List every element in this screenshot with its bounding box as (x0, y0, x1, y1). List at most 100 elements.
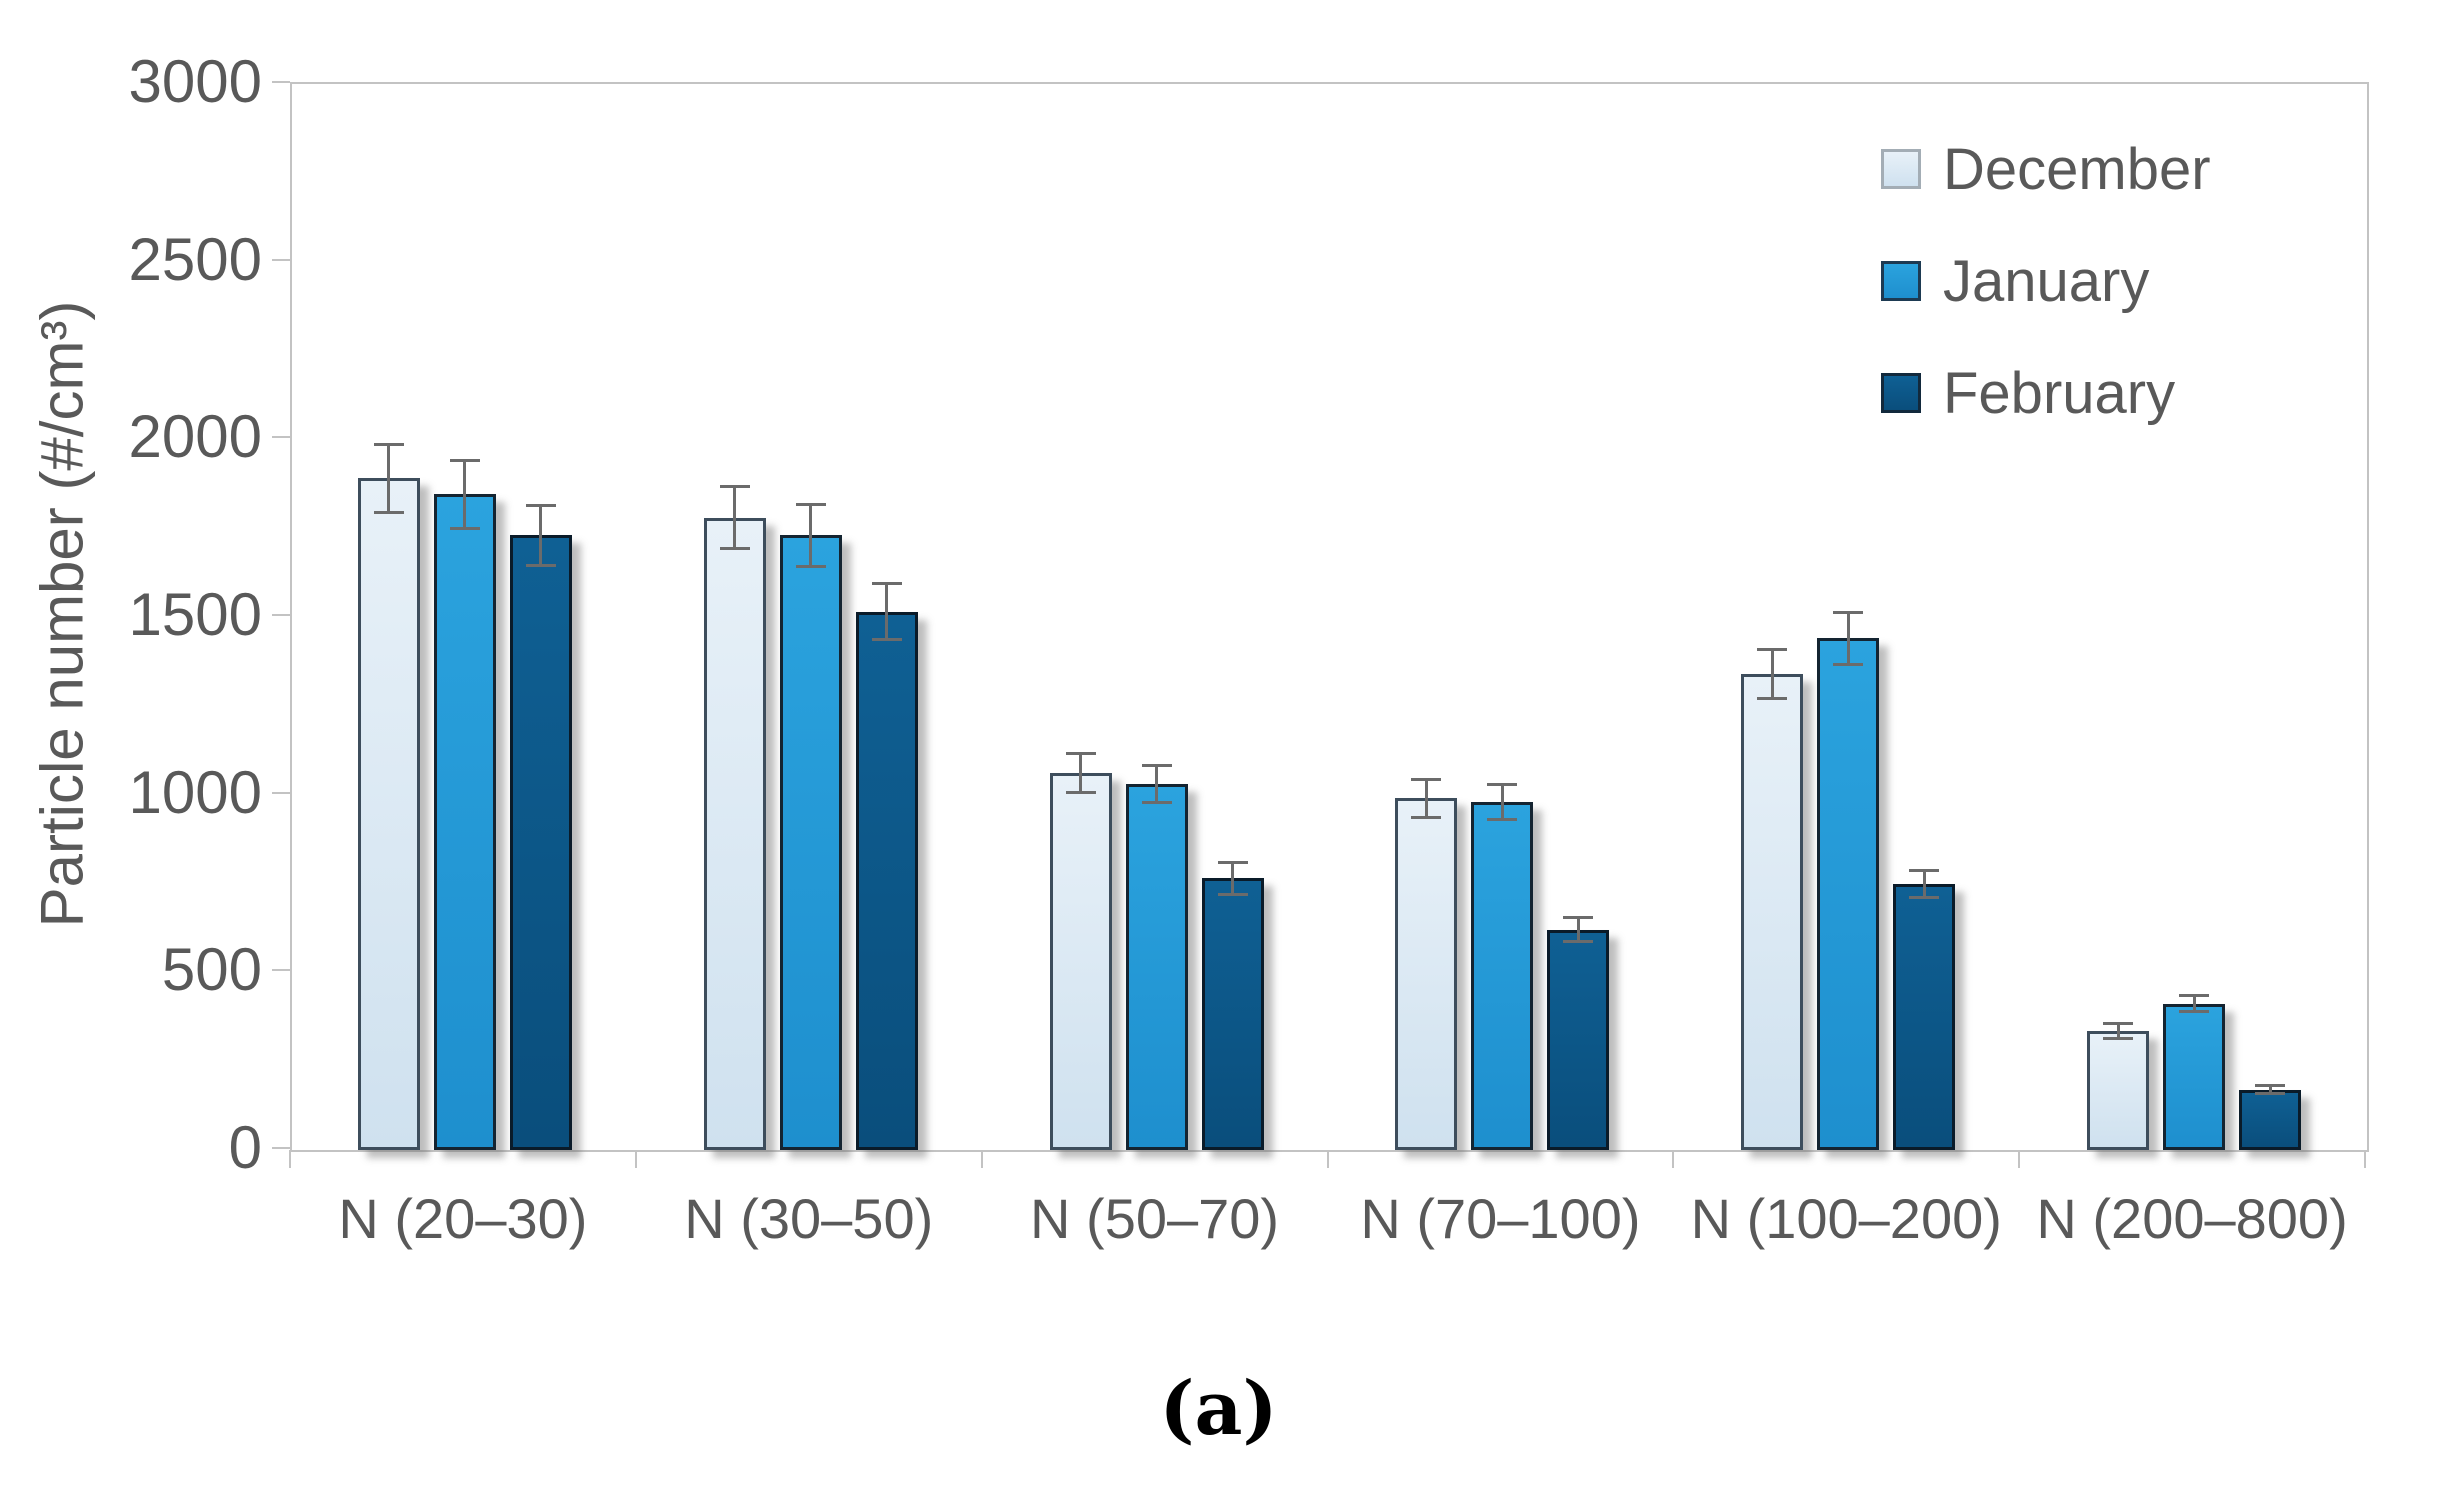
error-cap-top-february-n-200-800 (2255, 1083, 2286, 1087)
error-cap-bottom-february-n-30-50 (871, 637, 902, 641)
legend-label-february: February (1943, 360, 2176, 426)
y-tick-mark-1000 (272, 791, 290, 794)
error-bar-december-n-70-100 (1424, 779, 1428, 818)
error-cap-top-december-n-200-800 (2103, 1022, 2134, 1026)
error-bar-january-n-70-100 (1500, 784, 1504, 820)
y-tick-label-3000: 3000 (128, 48, 262, 115)
error-cap-top-december-n-30-50 (719, 484, 750, 488)
error-cap-bottom-january-n-70-100 (1487, 818, 1518, 822)
legend-label-december: December (1943, 136, 2211, 202)
y-tick-label-500: 500 (161, 936, 262, 1004)
bar-february-n-200-800 (2239, 1089, 2302, 1150)
bar-december-n-50-70 (1049, 773, 1112, 1150)
error-bar-february-n-70-100 (1576, 917, 1580, 942)
error-cap-bottom-february-n-100-200 (1909, 895, 1940, 899)
legend-item-january: January (1881, 249, 2211, 314)
error-cap-top-february-n-20-30 (525, 503, 556, 507)
error-cap-top-december-n-70-100 (1411, 777, 1442, 781)
bar-january-n-70-100 (1471, 801, 1534, 1150)
x-category-label-n-20-30: N (20–30) (338, 1187, 588, 1250)
error-cap-bottom-december-n-70-100 (1411, 815, 1442, 819)
bar-february-n-30-50 (855, 611, 918, 1150)
x-category-label-n-30-50: N (30–50) (684, 1187, 934, 1250)
error-cap-top-january-n-30-50 (795, 502, 826, 506)
legend-swatch-december (1881, 149, 1921, 189)
error-cap-top-february-n-70-100 (1563, 916, 1594, 920)
bar-december-n-20-30 (357, 478, 420, 1150)
y-tick-label-0: 0 (228, 1114, 262, 1181)
error-cap-top-february-n-30-50 (871, 582, 902, 586)
legend: December January February (1881, 137, 2211, 426)
error-cap-bottom-january-n-200-800 (2179, 1009, 2210, 1013)
error-bar-december-n-100-200 (1770, 649, 1774, 699)
error-cap-bottom-january-n-50-70 (1141, 801, 1172, 805)
error-cap-bottom-january-n-100-200 (1833, 662, 1864, 666)
x-category-label-n-200-800: N (200–800) (2036, 1187, 2348, 1250)
error-bar-january-n-30-50 (809, 504, 813, 567)
bar-february-n-100-200 (1893, 883, 1956, 1150)
error-cap-top-january-n-50-70 (1141, 763, 1172, 767)
error-cap-bottom-december-n-30-50 (719, 547, 750, 551)
legend-item-december: December (1881, 137, 2211, 202)
error-cap-bottom-december-n-20-30 (373, 510, 404, 514)
x-category-label-n-100-200: N (100–200) (1690, 1187, 2002, 1250)
figure-caption: (a) (1159, 1366, 1278, 1452)
x-tick-mark-2 (980, 1150, 983, 1168)
bar-january-n-30-50 (779, 535, 842, 1150)
bar-december-n-70-100 (1395, 798, 1458, 1150)
y-tick-mark-2500 (272, 258, 290, 261)
legend-swatch-february (1881, 373, 1921, 413)
error-cap-top-january-n-100-200 (1833, 610, 1864, 614)
bar-february-n-70-100 (1547, 929, 1610, 1150)
error-cap-bottom-february-n-50-70 (1217, 892, 1248, 896)
error-cap-top-february-n-100-200 (1909, 868, 1940, 872)
error-cap-top-january-n-200-800 (2179, 994, 2210, 998)
x-tick-mark-5 (2018, 1150, 2021, 1168)
y-tick-mark-0 (272, 1147, 290, 1149)
y-tick-mark-500 (272, 969, 290, 972)
y-tick-label-1000: 1000 (128, 758, 262, 826)
error-cap-bottom-february-n-200-800 (2255, 1092, 2286, 1096)
error-cap-bottom-january-n-30-50 (795, 565, 826, 569)
error-bar-february-n-50-70 (1231, 862, 1235, 895)
error-bar-january-n-100-200 (1846, 612, 1850, 665)
error-cap-top-december-n-20-30 (373, 443, 404, 447)
bar-february-n-20-30 (509, 535, 572, 1150)
x-tick-mark-3 (1326, 1150, 1329, 1168)
error-cap-bottom-february-n-20-30 (525, 563, 556, 567)
error-bar-february-n-30-50 (885, 583, 889, 640)
y-tick-label-2500: 2500 (128, 225, 262, 293)
error-bar-december-n-200-800 (2116, 1023, 2120, 1039)
y-tick-mark-1500 (272, 614, 290, 616)
legend-label-january: January (1943, 248, 2150, 314)
error-cap-top-december-n-50-70 (1065, 752, 1096, 756)
error-cap-bottom-december-n-50-70 (1065, 791, 1096, 795)
bar-january-n-50-70 (1125, 784, 1188, 1150)
y-tick-mark-3000 (272, 81, 290, 83)
x-tick-mark-1 (634, 1150, 637, 1168)
error-cap-top-january-n-20-30 (449, 459, 480, 463)
error-bar-december-n-50-70 (1079, 753, 1083, 793)
x-tick-mark-4 (1672, 1150, 1675, 1168)
legend-item-february: February (1881, 361, 2211, 426)
error-cap-top-december-n-100-200 (1757, 648, 1788, 652)
x-tick-mark-0 (289, 1150, 291, 1168)
error-bar-february-n-20-30 (539, 505, 543, 566)
error-cap-top-january-n-70-100 (1487, 782, 1518, 786)
error-bar-january-n-20-30 (463, 460, 467, 529)
error-bar-february-n-100-200 (1922, 870, 1926, 898)
y-tick-label-1500: 1500 (128, 581, 262, 648)
bar-february-n-50-70 (1201, 878, 1264, 1150)
error-bar-january-n-50-70 (1155, 765, 1159, 803)
bar-december-n-100-200 (1741, 673, 1804, 1150)
plot-area (290, 82, 2369, 1152)
bar-january-n-20-30 (433, 494, 496, 1150)
error-cap-top-february-n-50-70 (1217, 860, 1248, 864)
bar-january-n-200-800 (2163, 1003, 2226, 1150)
error-bar-january-n-200-800 (2192, 995, 2196, 1012)
x-tick-mark-6 (2364, 1150, 2366, 1168)
error-cap-bottom-january-n-20-30 (449, 526, 480, 530)
error-bar-december-n-20-30 (387, 444, 391, 513)
y-tick-label-2000: 2000 (128, 403, 262, 471)
